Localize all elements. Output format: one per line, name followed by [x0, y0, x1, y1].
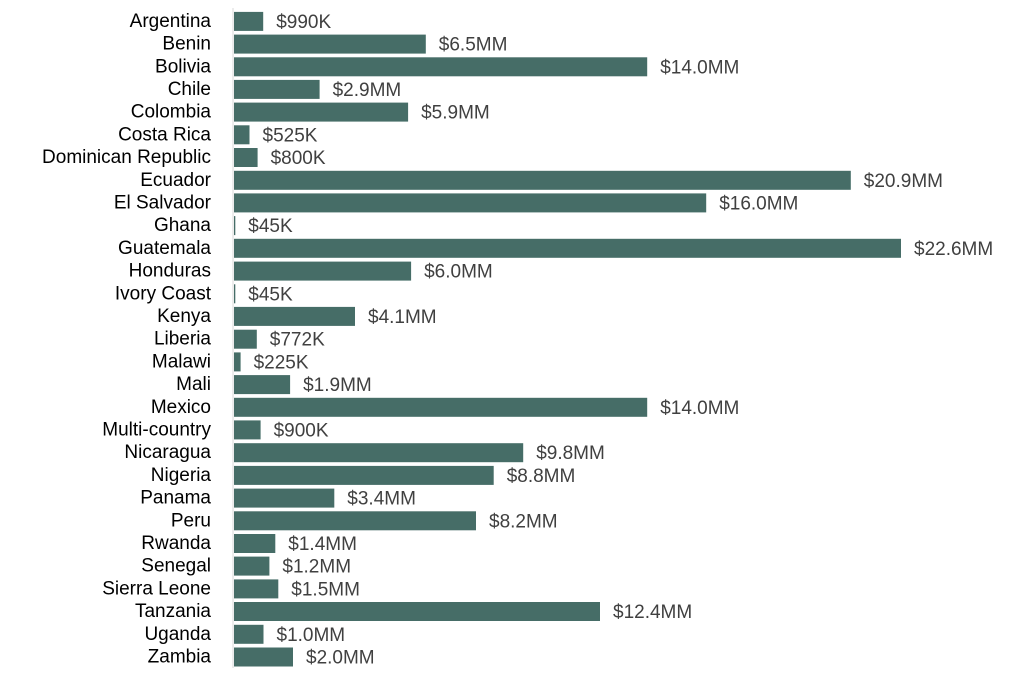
value-label: $6.0MM — [424, 262, 493, 283]
bar-ecuador — [234, 170, 851, 190]
value-label: $1.0MM — [277, 625, 346, 646]
bar-chile — [234, 79, 320, 99]
category-label: Liberia — [154, 329, 211, 350]
category-labels-group: ArgentinaBeninBoliviaChileColombiaCosta … — [42, 11, 212, 668]
category-label: Mali — [176, 374, 211, 395]
bar-panama — [234, 488, 335, 508]
value-label: $6.5MM — [439, 35, 508, 56]
bar-benin — [234, 34, 426, 54]
category-label: Benin — [162, 34, 211, 55]
value-label: $45K — [248, 284, 293, 305]
value-label: $14.0MM — [660, 398, 739, 419]
value-label: $225K — [254, 352, 309, 373]
value-label: $4.1MM — [368, 307, 437, 328]
bar-mali — [234, 375, 291, 395]
category-label: Ecuador — [140, 170, 211, 191]
bar-multi-country — [234, 420, 261, 440]
bar-nigeria — [234, 465, 494, 485]
value-label: $1.9MM — [303, 375, 372, 396]
value-label: $3.4MM — [347, 489, 416, 510]
value-labels-group: $990K $6.5MM $14.0MM $2.9MM $5.9MM $525K$800K… — [248, 12, 993, 669]
bar-costa-rica — [234, 125, 250, 145]
category-label: Panama — [140, 488, 211, 509]
category-label: Zambia — [148, 646, 212, 667]
category-label: Nigeria — [151, 465, 212, 486]
value-label: $1.2MM — [282, 557, 351, 578]
category-label: Sierra Leone — [102, 578, 211, 599]
bar-el-salvador — [234, 193, 707, 213]
bar-peru — [234, 511, 476, 531]
category-label: Argentina — [130, 11, 212, 32]
bar-bolivia — [234, 57, 648, 77]
bar-liberia — [234, 329, 257, 349]
category-label: Ivory Coast — [115, 283, 212, 304]
value-label: $2.0MM — [306, 647, 375, 668]
value-label: $20.9MM — [864, 171, 943, 192]
bar-argentina — [234, 11, 264, 31]
bars-group — [234, 11, 901, 667]
category-label: Ghana — [154, 215, 211, 236]
value-label: $9.8MM — [536, 443, 605, 464]
value-label: $12.4MM — [613, 602, 692, 623]
bar-uganda — [234, 624, 264, 644]
bar-nicaragua — [234, 443, 524, 463]
value-label: $772K — [270, 330, 325, 351]
value-label: $1.5MM — [291, 579, 360, 600]
bar-mexico — [234, 397, 648, 417]
category-label: Dominican Republic — [42, 147, 211, 168]
category-label: Bolivia — [155, 56, 211, 77]
bar-rwanda — [234, 534, 276, 553]
category-label: Costa Rica — [118, 124, 211, 145]
value-label: $16.0MM — [719, 193, 798, 214]
category-label: Multi-country — [102, 419, 211, 440]
category-label: Honduras — [129, 261, 211, 282]
category-label: Nicaragua — [124, 442, 211, 463]
value-label: $8.8MM — [507, 466, 576, 487]
bar-ghana — [234, 216, 236, 236]
category-label: Malawi — [152, 351, 211, 372]
value-label: $22.6MM — [914, 239, 993, 260]
bar-dominican-republic — [234, 148, 258, 167]
bar-guatemala — [234, 238, 901, 258]
value-label: $990K — [276, 12, 331, 33]
bar-malawi — [234, 352, 241, 372]
category-label: Mexico — [151, 397, 211, 418]
category-label: Senegal — [141, 556, 211, 577]
category-label: El Salvador — [114, 192, 212, 213]
category-label: Tanzania — [135, 601, 211, 622]
value-label: $900K — [274, 420, 329, 441]
bar-honduras — [234, 261, 412, 281]
bar-ivory-coast — [234, 284, 236, 304]
bar-zambia — [234, 647, 293, 667]
value-label: $525K — [263, 125, 318, 146]
bar-colombia — [234, 102, 409, 122]
value-label: $2.9MM — [333, 80, 402, 101]
bar-kenya — [234, 306, 355, 326]
category-label: Rwanda — [141, 533, 211, 554]
category-label: Kenya — [157, 306, 211, 327]
bar-senegal — [234, 556, 270, 576]
category-label: Guatemala — [118, 238, 211, 259]
bar-tanzania — [234, 602, 600, 621]
value-label: $800K — [271, 148, 326, 169]
value-label: $14.0MM — [660, 57, 739, 78]
category-label: Chile — [168, 79, 211, 100]
bar-sierra-leone — [234, 579, 279, 599]
value-label: $1.4MM — [288, 534, 357, 555]
category-label: Colombia — [131, 102, 212, 123]
value-label: $45K — [248, 216, 293, 237]
value-label: $5.9MM — [421, 103, 490, 124]
value-label: $8.2MM — [489, 511, 558, 532]
category-label: Peru — [171, 510, 211, 531]
category-label: Uganda — [144, 624, 211, 645]
